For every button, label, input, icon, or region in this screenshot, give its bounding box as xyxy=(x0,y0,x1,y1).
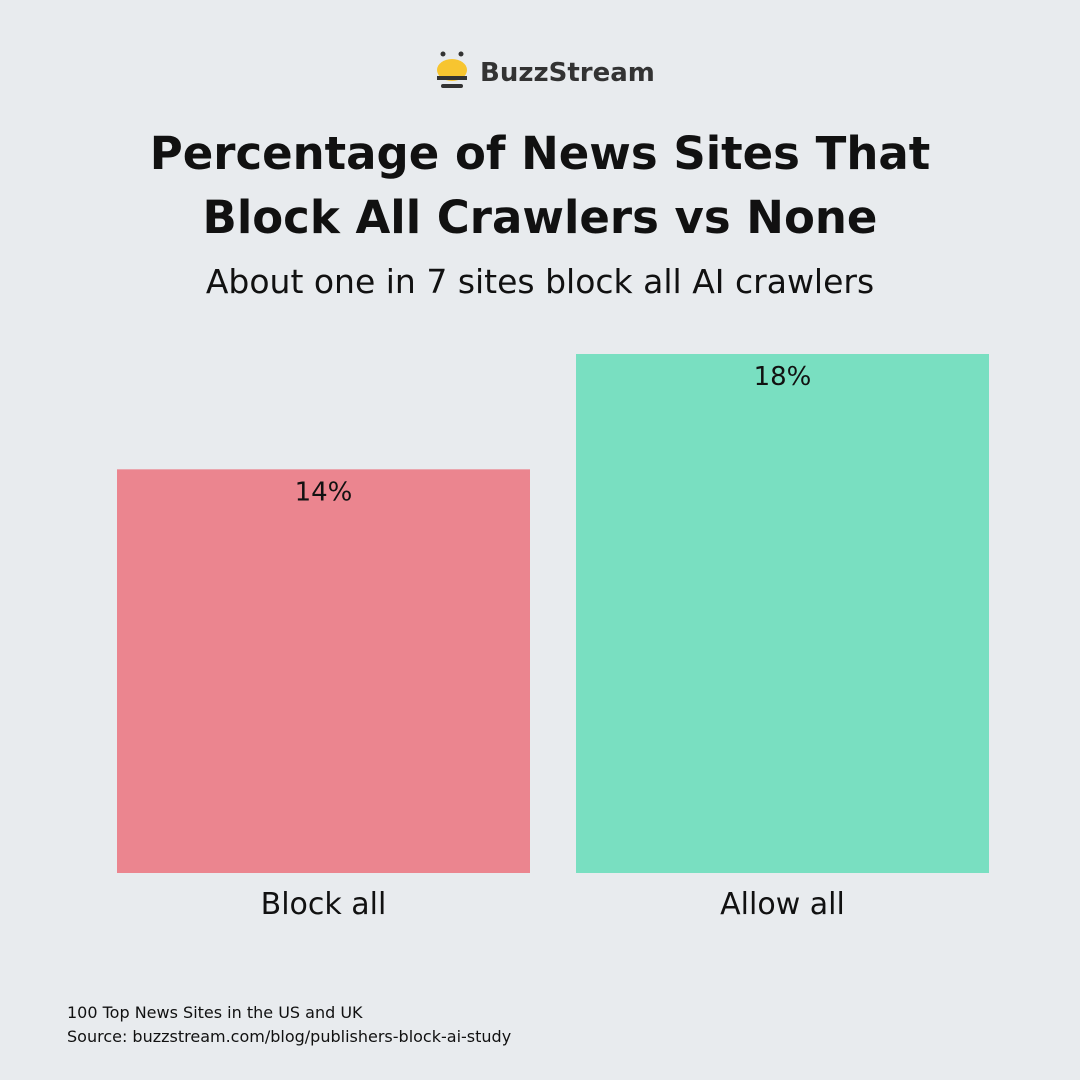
bar xyxy=(576,354,989,873)
x-tick-label: Block all xyxy=(261,887,387,922)
chart-subtitle: About one in 7 sites block all AI crawle… xyxy=(205,262,875,301)
note: 100 Top News Sites in the US and UK xyxy=(67,1003,363,1022)
bar xyxy=(117,469,530,873)
logo-icon xyxy=(437,51,467,88)
brand: BuzzStream xyxy=(480,58,655,88)
chart-title: Percentage of News Sites That Block All … xyxy=(149,127,931,244)
source: Source: buzzstream.com/blog/publishers-b… xyxy=(67,1027,512,1046)
value-label: 18% xyxy=(754,362,812,392)
value-label: 14% xyxy=(295,477,353,507)
x-tick-label: Allow all xyxy=(720,887,845,922)
